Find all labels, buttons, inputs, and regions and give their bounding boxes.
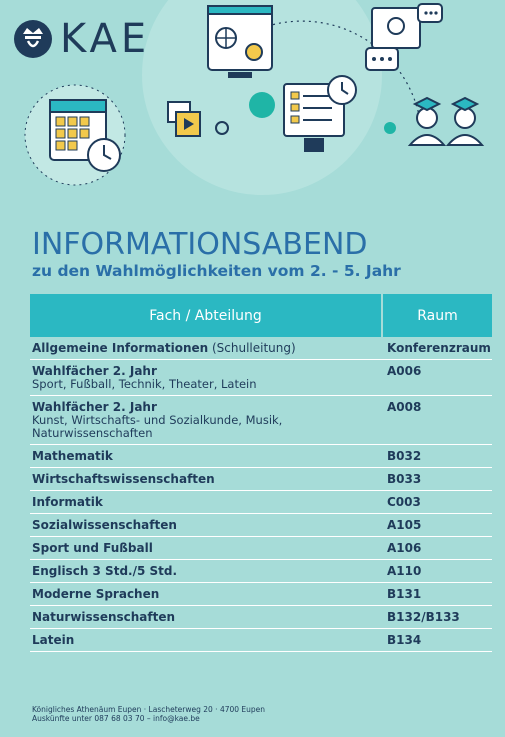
fach-description: Kunst, Wirtschafts- und Sozialkunde, Mus… <box>32 413 283 440</box>
fach-label: Englisch 3 Std./5 Std. <box>32 564 178 578</box>
footer: Königliches Athenäum Eupen · Lascheterwe… <box>32 705 265 723</box>
logo-text: KAE <box>60 16 151 62</box>
fach-description: Sport, Fußball, Technik, Theater, Latein <box>32 377 257 391</box>
table-row: Wirtschaftswissenschaften B033 <box>30 468 492 491</box>
title-block: INFORMATIONSABEND zu den Wahlmöglichkeit… <box>32 227 492 281</box>
cell-fach: Wahlfächer 2. Jahr Kunst, Wirtschafts- un… <box>30 401 387 440</box>
fach-label: Naturwissenschaften <box>32 610 176 624</box>
table-body: Allgemeine Informationen (Schulleitung) K… <box>30 337 492 652</box>
cell-fach: Moderne Sprachen <box>30 588 387 601</box>
fach-label: Allgemeine Informationen <box>32 341 209 355</box>
fach-label: Informatik <box>32 495 103 509</box>
fach-extra: (Schulleitung) <box>208 341 296 355</box>
cell-raum: B033 <box>387 472 422 486</box>
crown-emblem-icon <box>14 20 52 58</box>
kae-logo: KAE <box>12 18 150 60</box>
fach-label: Wahlfächer 2. Jahr <box>32 400 157 414</box>
fach-label: Mathematik <box>32 449 113 463</box>
cell-raum: Konferenzraum <box>387 341 491 355</box>
cell-raum: C003 <box>387 495 421 509</box>
footer-contact: Auskünfte unter 087 68 03 70 – info@kae.… <box>32 714 200 723</box>
page-subtitle: zu den Wahlmöglichkeiten vom 2. - 5. Jah… <box>32 262 401 280</box>
footer-address: Königliches Athenäum Eupen · Lascheterwe… <box>32 705 266 714</box>
cell-raum: B032 <box>387 449 422 463</box>
education-illustration-icon <box>24 0 485 195</box>
table-row: Wahlfächer 2. Jahr Kunst, Wirtschafts- un… <box>30 396 492 445</box>
cell-raum: A106 <box>387 541 422 555</box>
cell-fach: Sozialwissenschaften <box>30 519 387 532</box>
fach-label: Sport und Fußball <box>32 541 153 555</box>
cell-raum: A110 <box>387 564 422 578</box>
cell-raum: B134 <box>387 633 422 647</box>
cell-fach: Sport und Fußball <box>30 542 387 555</box>
fach-label: Wirtschaftswissenschaften <box>32 472 215 486</box>
page-title: INFORMATIONSABEND <box>32 227 368 262</box>
table-row: Sozialwissenschaften A105 <box>30 514 492 537</box>
table-row: Moderne Sprachen B131 <box>30 583 492 606</box>
header-raum: Raum <box>417 307 458 324</box>
schedule-table: Fach / Abteilung Raum Allgemeine Informa… <box>30 294 492 652</box>
cell-raum: A105 <box>387 518 422 532</box>
cell-fach: Informatik <box>30 496 387 509</box>
table-row: Naturwissenschaften B132/B133 <box>30 606 492 629</box>
table-row: Informatik C003 <box>30 491 492 514</box>
fach-label: Moderne Sprachen <box>32 587 160 601</box>
cell-fach: Wahlfächer 2. Jahr Sport, Fußball, Techni… <box>30 365 387 391</box>
fach-label: Latein <box>32 633 75 647</box>
fach-label: Wahlfächer 2. Jahr <box>32 364 157 378</box>
cell-fach: Mathematik <box>30 450 387 463</box>
table-row: Sport und Fußball A106 <box>30 537 492 560</box>
table-header: Fach / Abteilung Raum <box>30 294 492 337</box>
cell-fach: Englisch 3 Std./5 Std. <box>30 565 387 578</box>
header-illustration: KAE <box>0 0 505 215</box>
cell-fach: Naturwissenschaften <box>30 611 387 624</box>
cell-raum: B131 <box>387 587 422 601</box>
table-row: Mathematik B032 <box>30 445 492 468</box>
table-row: Allgemeine Informationen (Schulleitung) K… <box>30 337 492 360</box>
table-row: Wahlfächer 2. Jahr Sport, Fußball, Techni… <box>30 360 492 396</box>
cell-raum: A006 <box>387 364 422 378</box>
table-row: Englisch 3 Std./5 Std. A110 <box>30 560 492 583</box>
header-fach: Fach / Abteilung <box>30 294 383 337</box>
cell-fach: Latein <box>30 634 387 647</box>
cell-fach: Allgemeine Informationen (Schulleitung) <box>30 342 387 355</box>
table-row: Latein B134 <box>30 629 492 652</box>
cell-raum: A008 <box>387 400 422 414</box>
fach-label: Sozialwissenschaften <box>32 518 177 532</box>
cell-fach: Wirtschaftswissenschaften <box>30 473 387 486</box>
cell-raum: B132/B133 <box>387 610 460 624</box>
